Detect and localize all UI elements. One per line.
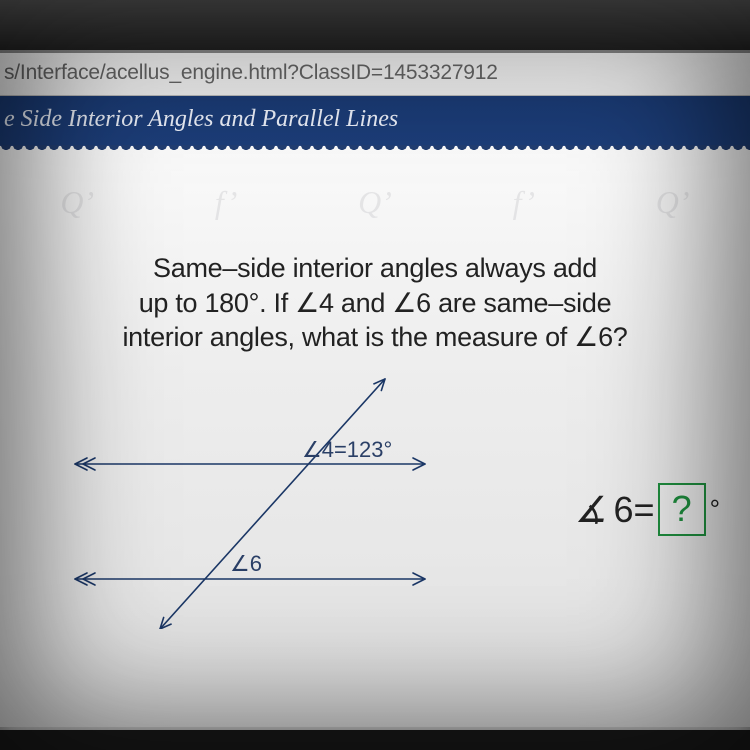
question-stem: Same–side interior angles always add up … [0,251,750,355]
watermark: Q’ [60,184,94,221]
screen: s/Interface/acellus_engine.html?ClassID=… [0,50,750,730]
lower-row: ∠4=123° ∠6 ∡ 6 = ? ° [0,355,750,629]
equals-sign: = [634,489,655,531]
question-line3: interior angles, what is the measure of … [18,320,732,355]
answer-angle-num: 6 [614,489,634,531]
angle-symbol: ∡ [574,489,614,531]
watermark-row-1: Q’ f’ Q’ f’ Q’ [0,166,750,225]
lesson-title: e Side Interior Angles and Parallel Line… [4,106,398,132]
watermark: f’ [513,184,535,221]
question-line2: up to 180°. If ∠4 and ∠6 are same–side [18,286,732,321]
url-bar: s/Interface/acellus_engine.html?ClassID=… [0,53,750,96]
watermark: Q’ [358,184,392,221]
watermark: f’ [215,184,237,221]
lesson-title-band: e Side Interior Angles and Parallel Line… [0,96,750,146]
degree-symbol: ° [710,494,720,525]
angle-diagram: ∠4=123° ∠6 [30,369,450,629]
question-line1: Same–side interior angles always add [18,251,732,286]
content-area: Q’ f’ Q’ f’ Q’ Same–side interior angles… [0,146,750,727]
svg-text:∠4=123°: ∠4=123° [302,437,392,462]
svg-text:∠6: ∠6 [230,551,262,576]
url-text: s/Interface/acellus_engine.html?ClassID=… [4,61,498,84]
answer-input-box[interactable]: ? [658,483,706,536]
answer-expression: ∡ 6 = ? ° [577,483,720,536]
watermark: Q’ [656,184,690,221]
